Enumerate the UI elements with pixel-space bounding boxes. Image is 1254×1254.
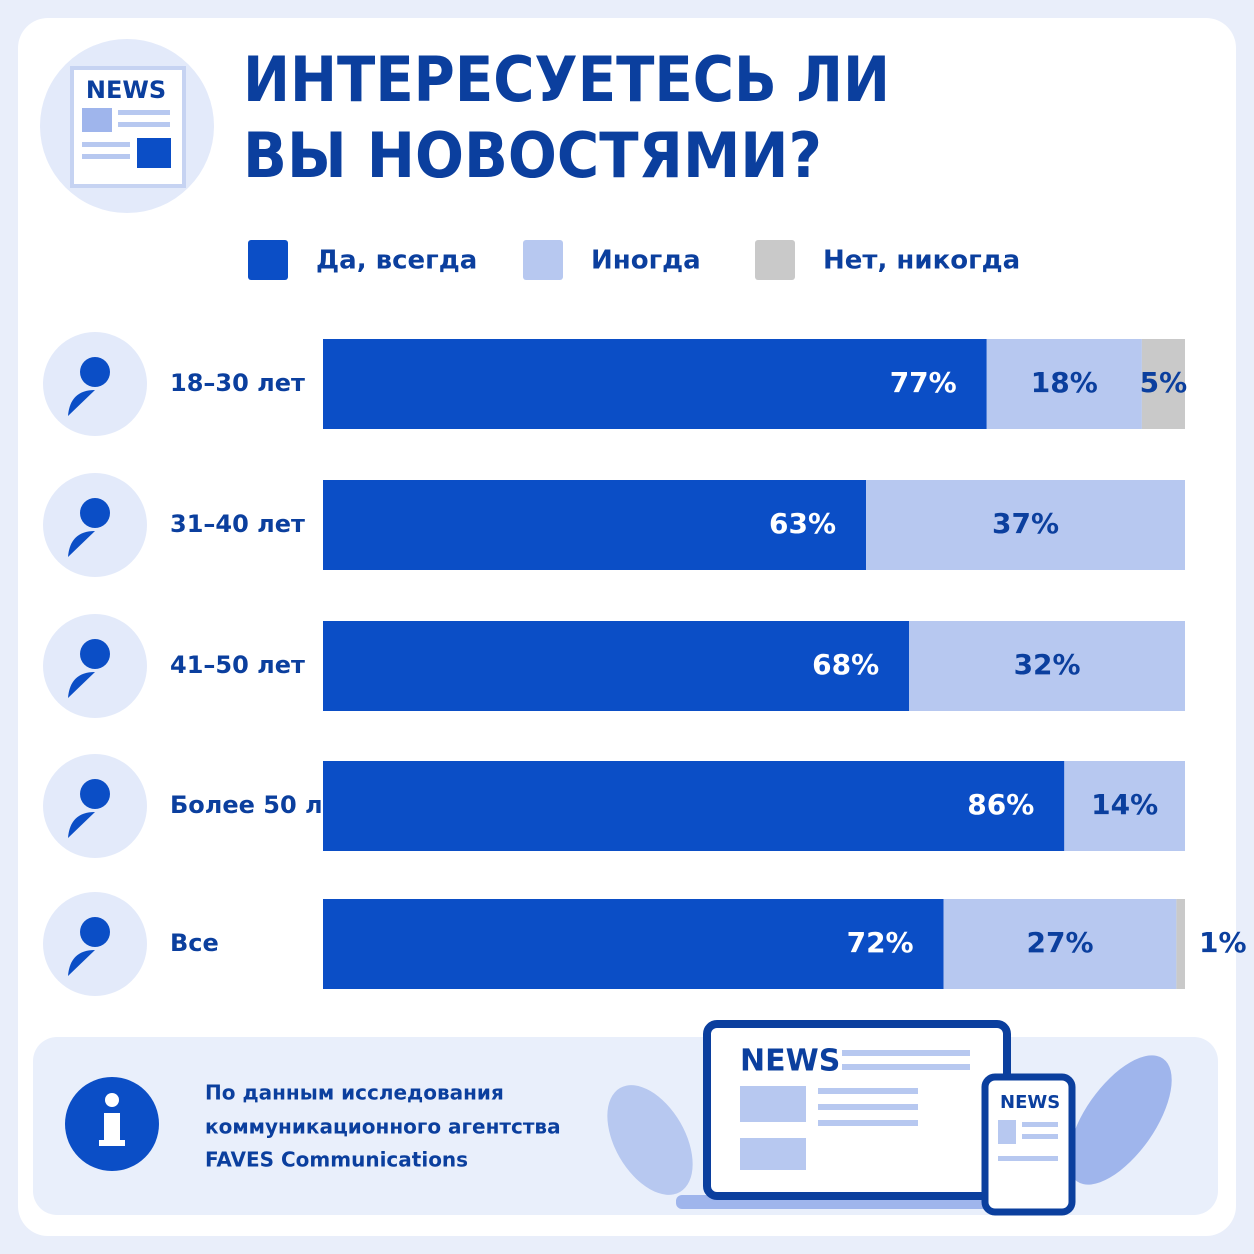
category-label: 41–50 лет bbox=[170, 651, 305, 679]
legend-swatch bbox=[523, 240, 563, 280]
data-label: 5% bbox=[1140, 366, 1188, 399]
device-label: NEWS bbox=[1000, 1092, 1060, 1113]
data-label: 77% bbox=[890, 366, 957, 399]
bar-segment bbox=[323, 761, 1065, 851]
bar-segment bbox=[1064, 761, 1185, 851]
bar-segment bbox=[986, 339, 1142, 429]
legend-label: Нет, никогда bbox=[823, 246, 1020, 276]
bar-segment bbox=[909, 621, 1185, 711]
category-label: Все bbox=[170, 929, 219, 957]
bar-segment bbox=[866, 480, 1185, 570]
category-label: 31–40 лет bbox=[170, 510, 305, 538]
category-label: 18–30 лет bbox=[170, 369, 305, 397]
category-icon bbox=[68, 672, 95, 698]
legend-label: Да, всегда bbox=[316, 246, 477, 276]
category-label: Более 50 лет bbox=[170, 791, 353, 819]
category-icon bbox=[80, 357, 110, 387]
data-label: 27% bbox=[1026, 926, 1093, 959]
bar-segment bbox=[323, 339, 987, 429]
category-icon bbox=[80, 917, 110, 947]
info-icon bbox=[65, 1077, 159, 1171]
category-icon bbox=[80, 639, 110, 669]
data-label: 63% bbox=[769, 507, 836, 540]
data-label: 68% bbox=[812, 648, 879, 681]
source-note: FAVES Communications bbox=[205, 1148, 468, 1172]
bar-segment bbox=[323, 899, 944, 989]
chart-title: ВЫ НОВОСТЯМИ? bbox=[243, 119, 822, 192]
source-note: По данным исследования bbox=[205, 1081, 504, 1105]
data-label: 1% bbox=[1199, 926, 1247, 959]
source-note: коммуникационного агентства bbox=[205, 1115, 561, 1139]
category-icon bbox=[68, 390, 95, 416]
bar-segment bbox=[943, 899, 1177, 989]
header-icon: NEWS bbox=[40, 39, 214, 213]
legend-label: Иногда bbox=[591, 246, 701, 276]
category-icon bbox=[68, 950, 95, 976]
device-label: NEWS bbox=[740, 1044, 840, 1079]
category-icon bbox=[80, 779, 110, 809]
data-label: 37% bbox=[992, 507, 1059, 540]
chart-title: ИНТЕРЕСУЕТЕСЬ ЛИ bbox=[243, 43, 890, 116]
icon-label: NEWS bbox=[86, 76, 166, 104]
data-label: 32% bbox=[1014, 648, 1081, 681]
legend-swatch bbox=[248, 240, 288, 280]
device-illustration: NEWS NEWS bbox=[607, 1020, 1172, 1216]
bar-segment bbox=[323, 621, 910, 711]
category-icon bbox=[80, 498, 110, 528]
data-label: 86% bbox=[967, 788, 1034, 821]
bar-segment bbox=[323, 480, 867, 570]
data-label: 18% bbox=[1031, 366, 1098, 399]
category-icon bbox=[68, 812, 95, 838]
category-icon bbox=[68, 531, 95, 557]
bar-segment bbox=[1176, 899, 1185, 989]
chart: Да, всегда Иногда Нет, никогда 18–30 лет 77%… bbox=[43, 240, 1247, 996]
bar-segment bbox=[1141, 339, 1185, 429]
legend-swatch bbox=[755, 240, 795, 280]
data-label: 72% bbox=[847, 926, 914, 959]
data-label: 14% bbox=[1091, 788, 1158, 821]
